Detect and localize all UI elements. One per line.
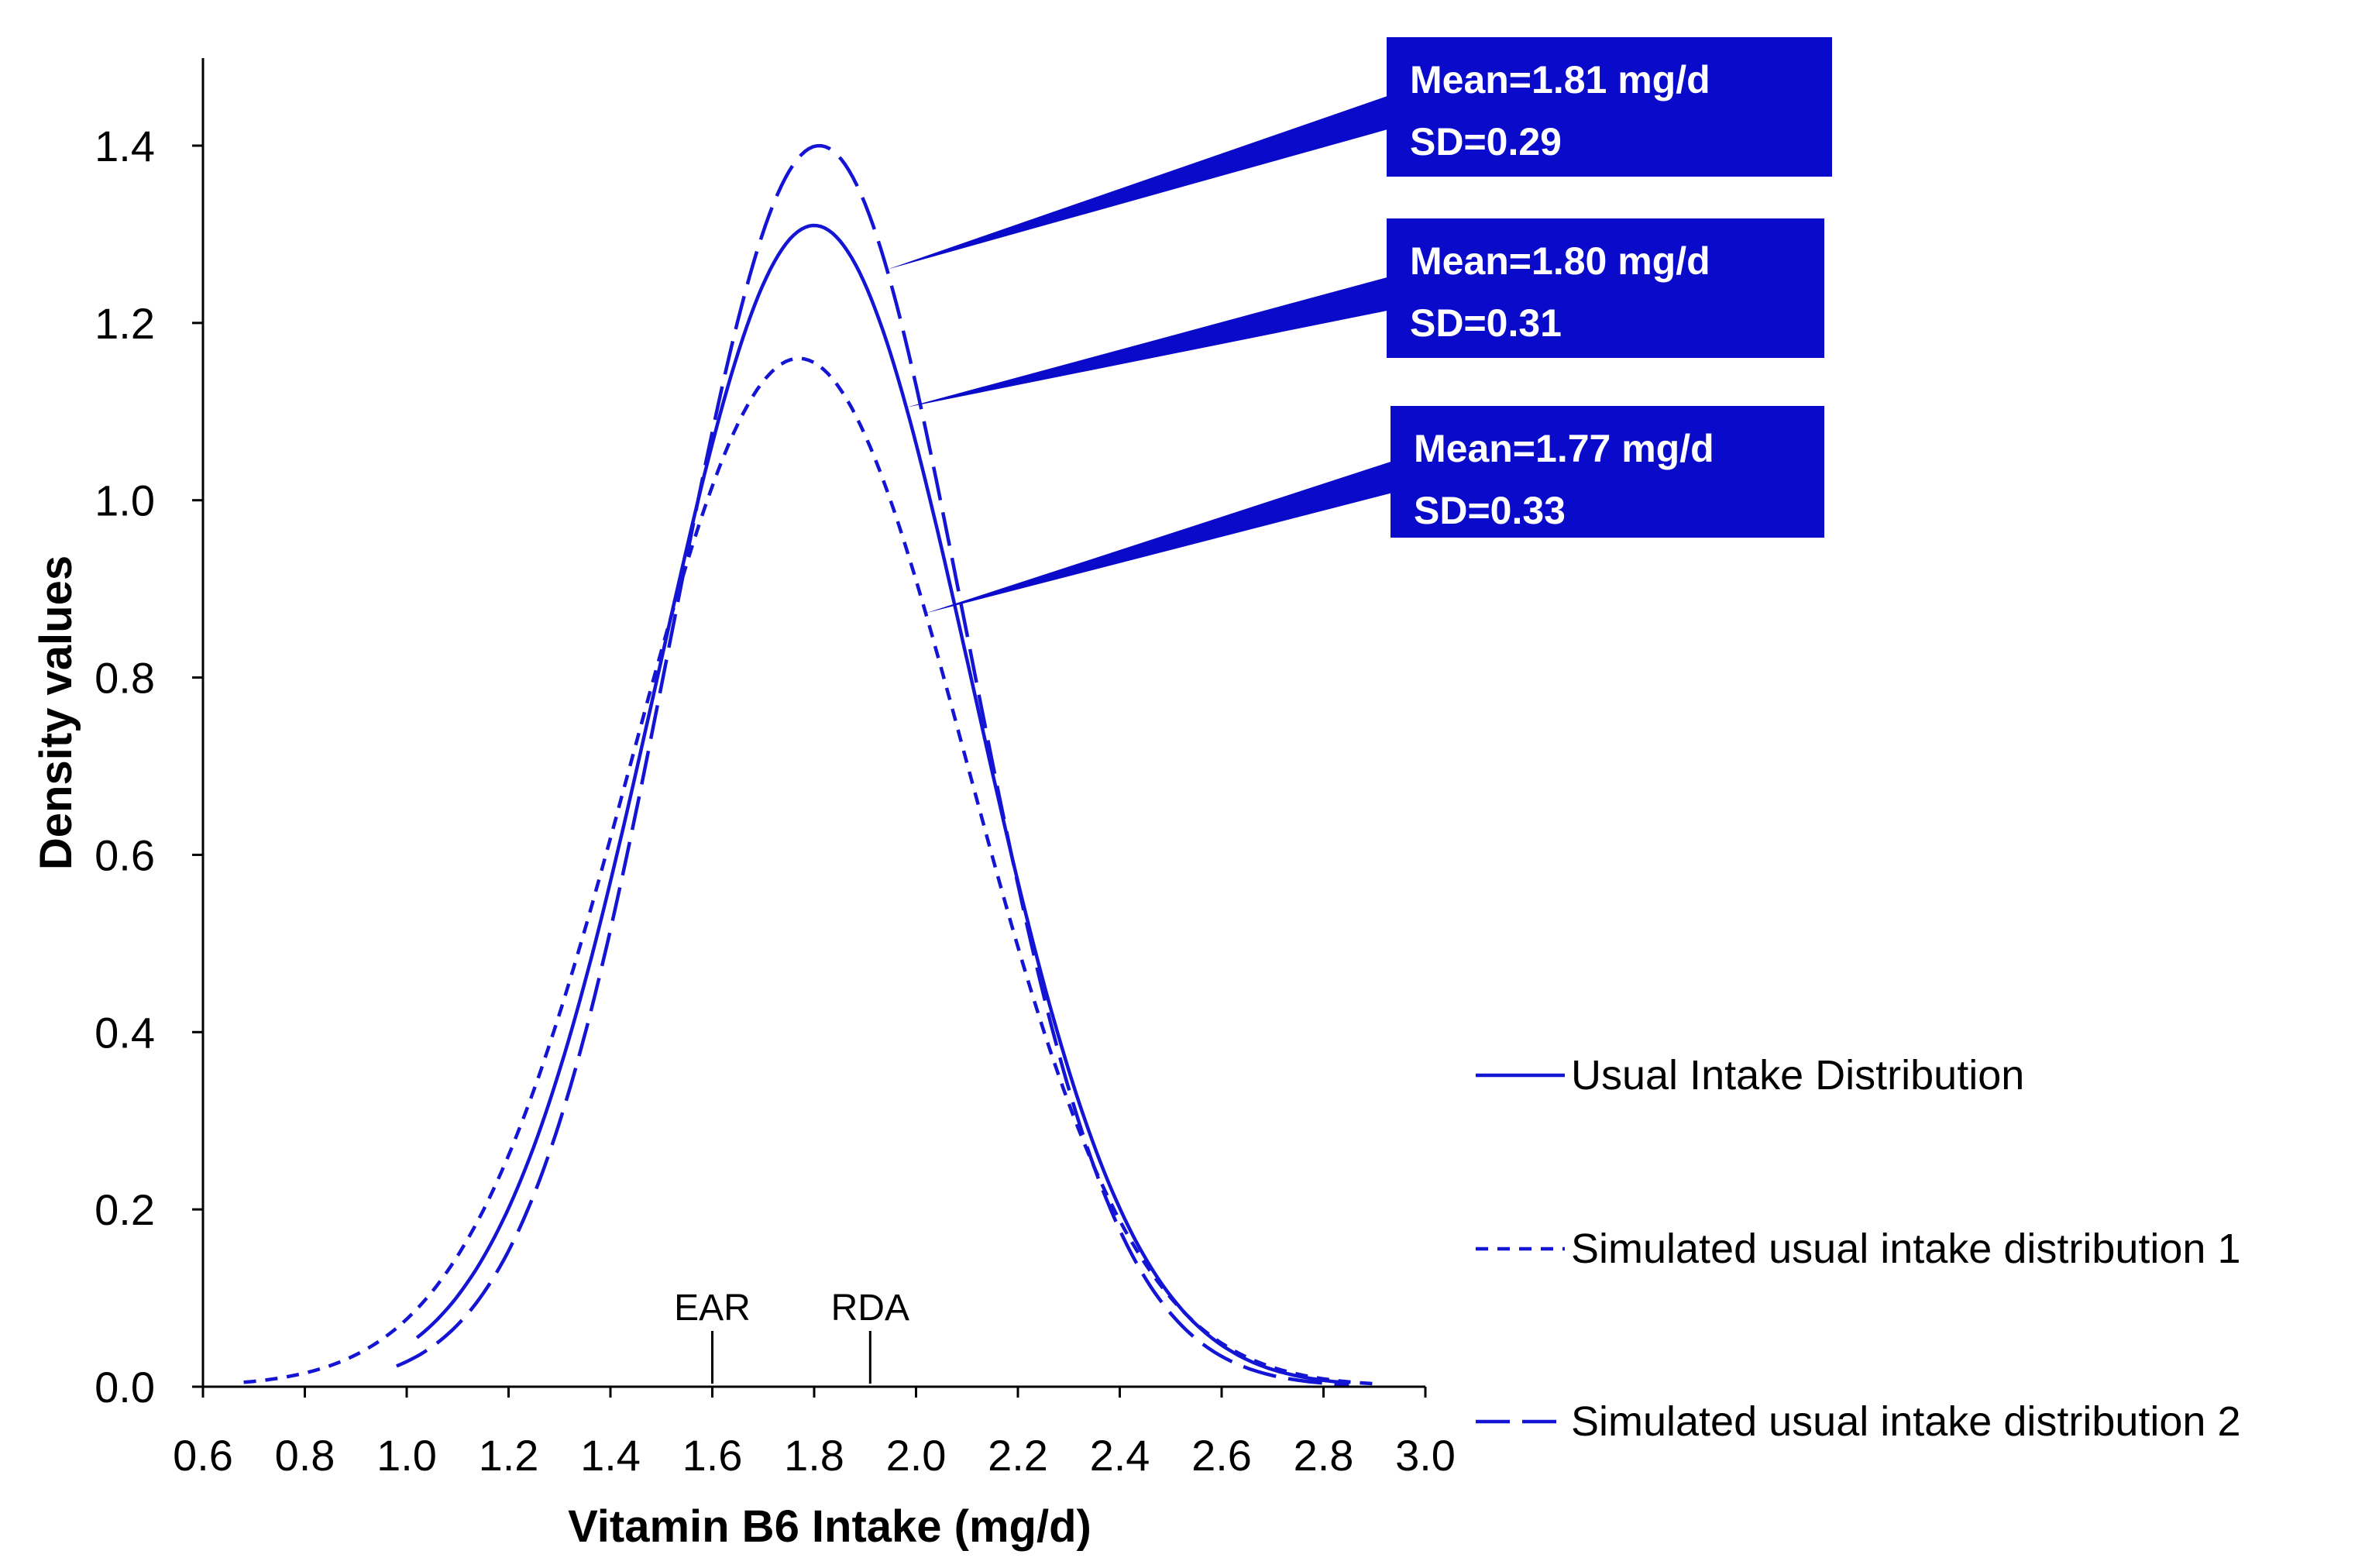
x-tick-label: 0.6: [173, 1431, 233, 1480]
callout-sd-text: SD=0.33: [1414, 489, 1566, 532]
callout-sd-text: SD=0.29: [1410, 120, 1562, 163]
callout-series-2: Mean=1.77 mg/d SD=0.33: [926, 406, 1824, 614]
y-tick-label: 0.6: [95, 830, 155, 879]
legend-item-1: Usual Intake Distribution: [1476, 1052, 2024, 1099]
x-tick-label: 1.4: [580, 1431, 641, 1480]
curve-series-3: [396, 143, 1349, 1387]
y-tick-label: 0.4: [95, 1008, 155, 1057]
curve-series-1: [415, 223, 1349, 1385]
legend: Usual Intake Distribution Simulated usual…: [1476, 1052, 2241, 1445]
callout-sd-text: SD=0.31: [1410, 301, 1562, 345]
x-tick-label: 1.2: [479, 1431, 539, 1480]
legend-label: Simulated usual intake distribution 2: [1571, 1398, 2241, 1445]
x-tick-label: 1.6: [682, 1431, 743, 1480]
y-tick-label: 0.2: [95, 1185, 155, 1234]
x-tick-label: 2.2: [988, 1431, 1048, 1480]
y-tick-label: 1.0: [95, 476, 155, 525]
y-tick-label: 0.0: [95, 1363, 155, 1412]
callout-mean-text: Mean=1.77 mg/d: [1414, 427, 1714, 470]
axes-layer: 0.6 0.8 1.0 1.2 1.4 1.6 1.8 2.0 2.2 2.4 2.6 2.8 3.0 0…: [95, 58, 1456, 1480]
markers-layer: EAR RDA: [674, 1288, 909, 1384]
callout-box: [1387, 37, 1832, 177]
callout-pointer: [906, 277, 1388, 407]
x-axis-title: Vitamin B6 Intake (mg/d): [568, 1501, 1091, 1552]
x-tick-label: 0.8: [275, 1431, 335, 1480]
marker-label-ear: EAR: [674, 1288, 751, 1329]
callout-box: [1391, 406, 1824, 538]
callout-mean-text: Mean=1.80 mg/d: [1410, 239, 1710, 283]
x-tick-label: 1.8: [784, 1431, 844, 1480]
x-tick-label: 3.0: [1395, 1431, 1456, 1480]
curve-series-2: [243, 356, 1375, 1386]
x-tick-label: 2.0: [886, 1431, 947, 1480]
x-tick-label: 2.8: [1294, 1431, 1354, 1480]
callouts-layer: Mean=1.81 mg/d SD=0.29 Mean=1.80 mg/d SD=0.…: [887, 37, 1832, 614]
callout-box: [1387, 218, 1824, 358]
curves-layer: [243, 143, 1375, 1387]
callout-series-1: Mean=1.80 mg/d SD=0.31: [906, 218, 1824, 407]
marker-label-rda: RDA: [831, 1288, 909, 1329]
callout-pointer: [887, 95, 1388, 270]
x-tick-label: 2.6: [1191, 1431, 1252, 1480]
y-axis-title: Density values: [31, 555, 81, 870]
legend-item-3: Simulated usual intake distribution 2: [1476, 1398, 2241, 1445]
x-tick-label: 2.4: [1090, 1431, 1150, 1480]
callout-series-3: Mean=1.81 mg/d SD=0.29: [887, 37, 1832, 270]
y-tick-label: 1.2: [95, 299, 155, 348]
y-tick-label: 0.8: [95, 654, 155, 703]
y-tick-label: 1.4: [95, 122, 155, 170]
callout-pointer: [926, 461, 1392, 614]
legend-label: Simulated usual intake distribution 1: [1571, 1226, 2241, 1272]
callout-mean-text: Mean=1.81 mg/d: [1410, 58, 1710, 101]
x-tick-label: 1.0: [376, 1431, 437, 1480]
legend-item-2: Simulated usual intake distribution 1: [1476, 1226, 2241, 1272]
legend-label: Usual Intake Distribution: [1571, 1052, 2024, 1099]
